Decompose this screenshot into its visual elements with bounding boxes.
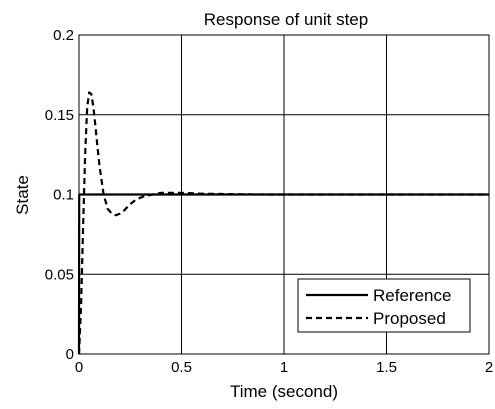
x-tick-label: 2: [485, 359, 493, 376]
y-ticks: 0 0.05 0.1 0.15 0.2: [45, 27, 74, 363]
x-ticks: 0 0.5 1 1.5 2: [75, 359, 493, 376]
legend-box: [297, 278, 471, 333]
plot-frame: [78, 34, 490, 355]
x-axis-label: Time (second): [230, 382, 338, 401]
y-axis-label: State: [13, 175, 32, 215]
legend-label-proposed: Proposed: [373, 309, 446, 328]
x-tick-label: 1.5: [376, 359, 397, 376]
x-tick-label: 0.5: [171, 359, 192, 376]
chart-title: Response of unit step: [204, 10, 368, 29]
y-tick-label: 0.05: [45, 266, 74, 283]
x-tick-label: 0: [75, 359, 83, 376]
y-tick-label: 0.15: [45, 107, 74, 124]
y-tick-label: 0: [66, 346, 74, 363]
legend-label-reference: Reference: [373, 286, 451, 305]
x-tick-label: 1: [280, 359, 288, 376]
series-line-proposed: [77, 91, 489, 355]
y-tick-label: 0.1: [53, 187, 74, 204]
legend: Reference Proposed: [297, 278, 471, 333]
y-tick-label: 0.2: [53, 27, 74, 44]
